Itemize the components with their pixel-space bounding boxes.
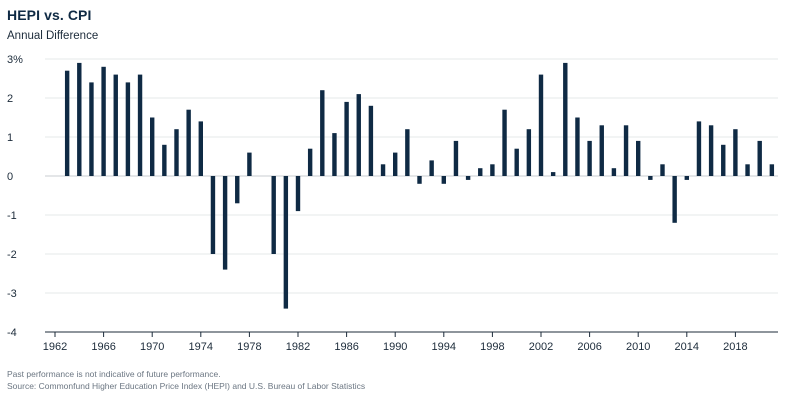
y-tick-label: -2 (7, 249, 17, 261)
bar-1964 (77, 62, 82, 176)
bar-1965 (89, 82, 94, 176)
x-tick-label: 1962 (43, 341, 67, 353)
x-tick-label: 1998 (480, 341, 504, 353)
bar-1988 (368, 105, 374, 176)
bar-2005 (575, 117, 580, 176)
bar-1972 (174, 129, 179, 176)
chart-subtitle: Annual Difference (7, 30, 99, 42)
bar-1999 (502, 109, 507, 176)
y-tick-label: -1 (7, 210, 17, 222)
bar-1997 (478, 168, 483, 176)
bar-1991 (405, 129, 410, 176)
bar-2013 (672, 176, 677, 223)
bar-2017 (721, 144, 726, 176)
bar-1984 (320, 90, 325, 176)
bar-2019 (745, 164, 750, 176)
bar-2001 (526, 129, 532, 176)
bar-1969 (137, 74, 143, 176)
y-tick-label: 3% (7, 54, 23, 66)
x-tick-label: 2018 (723, 341, 747, 353)
bar-1966 (101, 66, 106, 176)
bar-2011 (648, 176, 653, 180)
x-tick-label: 1982 (286, 341, 310, 353)
bar-1980 (271, 176, 276, 254)
bar-1994 (441, 176, 446, 184)
bar-1973 (186, 109, 191, 176)
source-note: Source: Commonfund Higher Education Pric… (7, 381, 366, 391)
bar-2008 (611, 168, 617, 176)
bar-2018 (733, 129, 738, 176)
bar-1986 (344, 101, 349, 176)
bar-1976 (222, 176, 228, 270)
bar-1975 (210, 176, 216, 254)
bar-2020 (757, 140, 762, 176)
bar-1977 (235, 176, 240, 204)
bar-1996 (465, 176, 471, 180)
x-tick-label: 1990 (383, 341, 407, 353)
bar-1981 (283, 176, 289, 309)
bar-2021 (769, 164, 775, 176)
bar-2007 (599, 125, 604, 176)
x-tick-label: 1994 (432, 341, 456, 353)
bar-1990 (393, 152, 398, 176)
bar-2010 (636, 140, 641, 176)
bar-2004 (563, 62, 568, 176)
bar-2003 (550, 172, 556, 176)
y-tick-label: 0 (7, 171, 13, 183)
bar-1998 (490, 164, 495, 176)
y-tick-label: -3 (7, 288, 17, 300)
x-tick-label: 2002 (529, 341, 553, 353)
x-tick-label: 1970 (140, 341, 164, 353)
bar-1983 (307, 148, 313, 176)
x-tick-label: 2006 (577, 341, 601, 353)
bar-2006 (587, 140, 592, 176)
bar-1974 (198, 121, 203, 176)
bar-1992 (417, 176, 422, 184)
x-tick-label: 2010 (626, 341, 650, 353)
bar-2015 (696, 121, 702, 176)
bar-1995 (453, 140, 459, 176)
bar-1968 (125, 82, 131, 176)
x-tick-label: 1966 (91, 341, 115, 353)
bar-1963 (64, 70, 70, 176)
bar-1987 (356, 94, 361, 176)
bar-1967 (113, 74, 118, 176)
bar-2014 (684, 176, 689, 180)
x-tick-label: 1986 (334, 341, 358, 353)
x-tick-label: 2014 (675, 341, 699, 353)
y-tick-label: 1 (7, 132, 13, 144)
bar-2000 (514, 148, 519, 176)
bar-1982 (295, 176, 301, 212)
x-tick-label: 1974 (189, 341, 213, 353)
bar-1985 (332, 133, 337, 176)
bar-1993 (429, 160, 434, 176)
bar-2009 (623, 125, 629, 176)
bar-2012 (660, 164, 665, 176)
bar-1971 (162, 144, 167, 176)
bar-1970 (150, 117, 155, 176)
bar-1989 (380, 164, 386, 176)
bar-2002 (538, 74, 544, 176)
chart-title: HEPI vs. CPI (7, 7, 92, 23)
bar-1978 (247, 152, 252, 176)
y-tick-label: -4 (7, 327, 17, 339)
x-tick-label: 1978 (237, 341, 261, 353)
y-tick-label: 2 (7, 93, 13, 105)
bar-2016 (708, 125, 714, 176)
disclaimer-note: Past performance is not indicative of fu… (7, 369, 221, 379)
